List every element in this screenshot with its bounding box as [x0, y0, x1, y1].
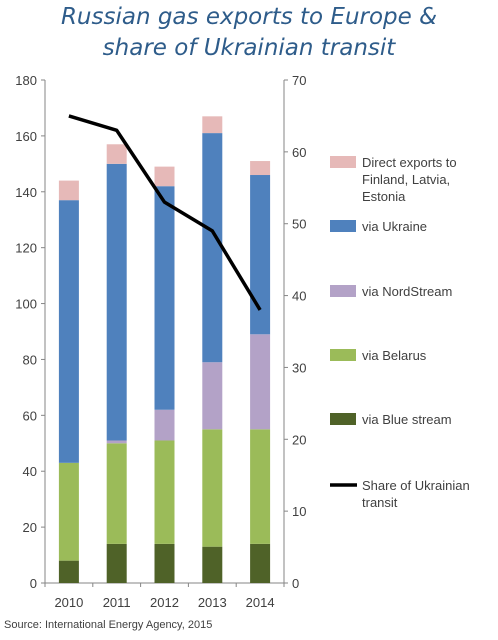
legend-swatch [330, 285, 356, 297]
bar-segment [106, 144, 127, 164]
bar-segment [250, 429, 271, 544]
legend-label: via Ukraine [362, 219, 427, 234]
chart-bars [58, 116, 271, 583]
y-left-tick-label: 0 [30, 576, 37, 591]
legend-label-line: Direct exports to [362, 155, 457, 170]
legend-label-line: transit [362, 495, 398, 510]
y-right-tick-label: 40 [292, 289, 306, 304]
bar-segment [106, 440, 127, 444]
y-right-tick-label: 20 [292, 432, 306, 447]
legend-label: via Blue stream [362, 412, 452, 427]
bar-segment [106, 543, 127, 583]
legend-label-line: via Blue stream [362, 412, 452, 427]
y-left-tick-label: 180 [15, 73, 37, 88]
bar-segment [58, 200, 79, 463]
x-tick-label: 2014 [246, 595, 275, 610]
y-left-tick-label: 100 [15, 297, 37, 312]
legend-swatch [330, 349, 356, 361]
bar-segment [202, 116, 223, 134]
y-left-tick-label: 40 [23, 464, 37, 479]
y-right-tick-label: 0 [292, 576, 299, 591]
bar-segment [154, 186, 175, 410]
y-left-tick-label: 60 [23, 408, 37, 423]
legend-label-line: via Belarus [362, 348, 427, 363]
bar-segment [202, 429, 223, 547]
y-left-tick-label: 140 [15, 185, 37, 200]
legend-swatch [330, 156, 356, 168]
bar-segment [58, 180, 79, 201]
bar-segment [154, 409, 175, 441]
bar-segment [58, 462, 79, 561]
bar-segment [250, 175, 271, 335]
legend-swatch [330, 220, 356, 232]
legend-label-line: via Ukraine [362, 219, 427, 234]
bar-segment [154, 440, 175, 544]
legend-swatch [330, 413, 356, 425]
bar-segment [202, 546, 223, 583]
bar-segment [250, 334, 271, 430]
y-left-tick-label: 160 [15, 129, 37, 144]
legend-label: Share of Ukrainian transit [362, 478, 470, 510]
bar-segment [154, 166, 175, 187]
chart-title: Russian gas exports to Europe & share of… [0, 2, 498, 64]
bar-segment [58, 560, 79, 583]
x-tick-label: 2013 [198, 595, 227, 610]
legend-label-line: Share of Ukrainian [362, 478, 470, 493]
y-right-tick-label: 60 [292, 145, 306, 160]
bar-segment [202, 362, 223, 430]
bar-segment [250, 543, 271, 583]
x-tick-label: 2012 [150, 595, 179, 610]
legend-label: via Belarus [362, 348, 427, 363]
y-right-tick-label: 10 [292, 504, 306, 519]
chart-title-line-1: Russian gas exports to Europe & [60, 4, 438, 30]
chart-axes: 0 20 40 60 80 100 120 140 160 180 0 10 20 30 40 50 60 70 2… [15, 73, 306, 610]
bar-segment [106, 443, 127, 544]
chart-line [68, 114, 262, 311]
line-series-ukrainian-share [68, 114, 262, 311]
legend-label-line: Finland, Latvia, [362, 172, 450, 187]
x-tick-label: 2011 [103, 595, 131, 610]
y-left-tick-label: 120 [15, 241, 37, 256]
y-right-tick-label: 70 [292, 73, 306, 88]
chart-legend: Direct exports to Finland, Latvia, Estonia… [330, 155, 470, 510]
y-right-tick-label: 30 [292, 360, 306, 375]
bar-segment [202, 133, 223, 363]
bar-segment [106, 163, 127, 441]
legend-label-line: via NordStream [362, 284, 452, 299]
legend-label: via NordStream [362, 284, 452, 299]
y-left-tick-label: 20 [23, 520, 37, 535]
chart-title-line-2: share of Ukrainian transit [102, 35, 396, 61]
legend-label-line: Estonia [362, 189, 406, 204]
y-right-tick-label: 50 [292, 217, 306, 232]
bar-segment [250, 161, 271, 176]
y-left-tick-label: 80 [23, 352, 37, 367]
bar-segment [154, 543, 175, 583]
legend-label: Direct exports to Finland, Latvia, Estonia [362, 155, 457, 204]
source-note: Source: International Energy Agency, 201… [4, 619, 213, 631]
x-tick-label: 2010 [54, 595, 83, 610]
